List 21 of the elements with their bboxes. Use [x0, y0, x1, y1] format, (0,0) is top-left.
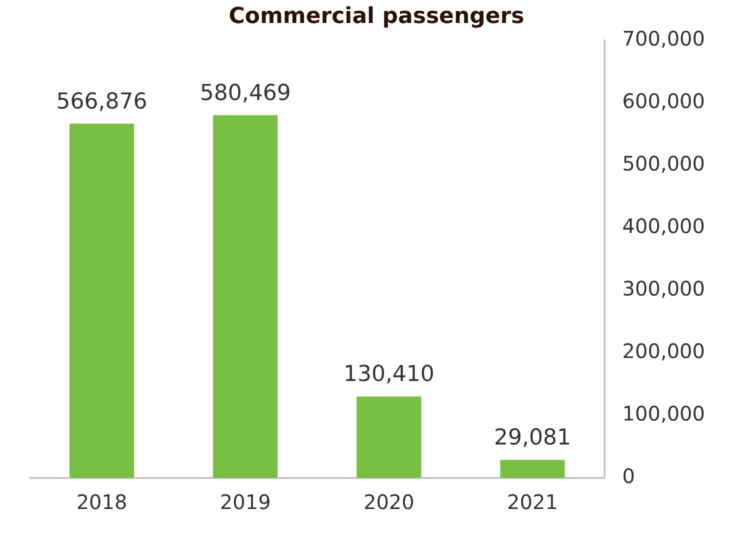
data-label: 29,081 [494, 426, 571, 451]
y-tick-label: 700,000 [622, 26, 706, 51]
data-label: 566,876 [56, 89, 148, 114]
y-tick-label: 100,000 [622, 402, 706, 426]
data-label: 580,469 [200, 80, 291, 106]
data-label: 130,410 [343, 362, 434, 388]
x-tick-label: 2019 [220, 490, 271, 514]
bar [69, 124, 134, 478]
y-tick-label: 600,000 [622, 89, 706, 114]
x-tick-label: 2021 [507, 490, 558, 514]
y-tick-label: 400,000 [622, 214, 706, 238]
bar [356, 396, 422, 478]
y-tick-label: 0 [622, 464, 636, 488]
y-tick-label: 200,000 [622, 339, 706, 364]
x-tick-label: 2020 [363, 490, 414, 514]
x-tick-label: 2018 [76, 490, 128, 514]
y-tick-label: 500,000 [622, 152, 706, 176]
y-tick-label: 300,000 [622, 276, 706, 301]
bar [213, 115, 278, 478]
bar [500, 460, 565, 478]
chart-title: Commercial passengers [228, 4, 524, 29]
